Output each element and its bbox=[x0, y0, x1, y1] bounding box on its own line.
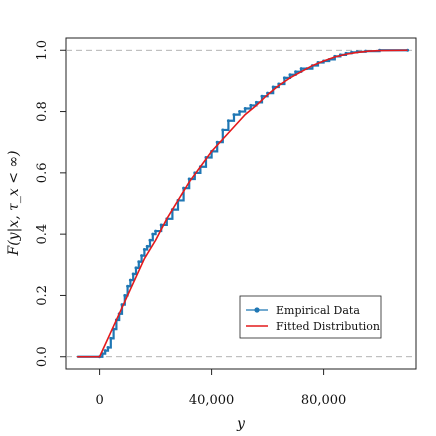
empirical-data-point bbox=[249, 103, 253, 107]
empirical-data-point bbox=[145, 244, 149, 248]
empirical-data-point bbox=[282, 76, 286, 80]
x-tick-label-80000: 80,000 bbox=[301, 393, 347, 408]
empirical-data-point bbox=[128, 278, 132, 282]
empirical-data-point bbox=[126, 284, 130, 288]
x-tick-label-0: 0 bbox=[95, 393, 103, 408]
y-tick-label-0.6: 0.6 bbox=[35, 163, 50, 184]
empirical-data-point bbox=[106, 346, 110, 350]
empirical-data-point bbox=[238, 110, 242, 114]
empirical-data-point bbox=[131, 272, 135, 276]
empirical-data-point bbox=[140, 254, 144, 258]
empirical-data-point bbox=[226, 119, 230, 123]
empirical-data-point bbox=[109, 336, 113, 340]
y-axis-label: F(y|x, τ_x < ∞) bbox=[6, 151, 22, 257]
empirical-data-point bbox=[103, 349, 107, 353]
empirical-data-point bbox=[159, 223, 163, 227]
empirical-data-point bbox=[142, 247, 146, 251]
x-tick-label-40000: 40,000 bbox=[189, 393, 235, 408]
empirical-data-point bbox=[221, 128, 225, 132]
legend-box bbox=[239, 295, 382, 339]
empirical-data-point bbox=[123, 293, 127, 297]
x-axis-label: y bbox=[236, 416, 246, 432]
empirical-data-point bbox=[215, 140, 219, 144]
y-tick-label-0.2: 0.2 bbox=[35, 285, 50, 306]
empirical-data-point bbox=[137, 260, 141, 264]
legend-label-empirical: Empirical Data bbox=[276, 304, 360, 317]
legend: Empirical Data Fitted Distribution bbox=[239, 295, 382, 339]
empirical-data-point bbox=[154, 229, 158, 233]
y-tick-label-0.4: 0.4 bbox=[35, 224, 50, 245]
y-tick-label-0: 0.0 bbox=[35, 346, 50, 367]
legend-label-fitted: Fitted Distribution bbox=[276, 320, 380, 333]
empirical-data-point bbox=[288, 73, 292, 77]
empirical-data-point bbox=[151, 232, 155, 236]
empirical-data-point bbox=[243, 106, 247, 110]
empirical-data-point bbox=[271, 85, 275, 89]
plot-frame bbox=[65, 37, 417, 370]
y-tick-label-1: 1.0 bbox=[35, 40, 50, 61]
y-tick-label-0.8: 0.8 bbox=[35, 101, 50, 122]
empirical-data-point bbox=[294, 70, 298, 74]
empirical-data-point bbox=[260, 94, 264, 98]
empirical-data-point bbox=[134, 266, 138, 270]
fitted-distribution-line bbox=[77, 49, 408, 358]
empirical-data-point bbox=[254, 100, 258, 104]
empirical-data-point bbox=[148, 238, 152, 242]
legend-marker-empirical-point bbox=[254, 307, 260, 313]
empirical-data-point bbox=[299, 67, 303, 71]
empirical-data-point bbox=[232, 113, 236, 117]
